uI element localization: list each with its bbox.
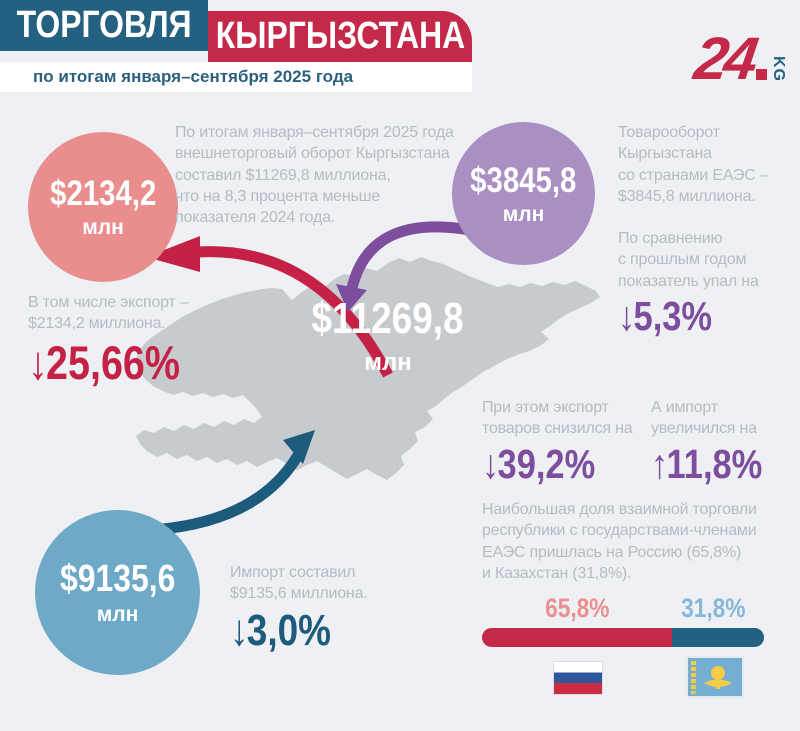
header-subtitle: по итогам января–сентября 2025 года [0,62,472,92]
down-arrow-icon: ↓ [28,335,48,389]
import-circle-value: $9135,6 [59,558,176,600]
logo-number: 24 [690,25,759,92]
header-block-trade: ТОРГОВЛЯ [0,0,208,51]
import-arrow [151,430,315,536]
kazakhstan-share-label: 31,8% [680,593,746,623]
header-block-kyrgyzstan: КЫРГЫЗСТАНА [208,11,472,62]
eaeu-arrow [336,221,471,312]
export-circle-value: $2134,2 [49,174,157,213]
kazakhstan-flag-art [688,658,742,696]
down-arrow-icon: ↓ [230,605,248,655]
export-note: В том числе экспорт – $2134,2 миллиона. [28,294,189,333]
export-circle: $2134,2 млн [28,132,178,282]
eaeu-export-block: При этом экспорт товаров снизился на ↓39… [482,397,667,485]
eaeu-export-percent: ↓39,2% [482,440,596,487]
eaeu-import-note: А импорт увеличился на [651,399,757,438]
total-turnover-label: $11269,8 млн [283,297,493,377]
share-bar-kazakhstan [672,628,764,647]
down-arrow-icon: ↓ [618,292,635,339]
eaeu-circle: $3845,8 млн [452,122,595,265]
eaeu-circle-value: $3845,8 [470,160,577,200]
logo-dot [755,69,767,80]
logo-24kg: 24 KG [690,10,800,92]
import-circle-unit: млн [96,603,139,626]
import-block: Импорт составил $9135,6 миллиона. ↓3,0% [230,562,368,653]
share-bar-russia [482,628,673,647]
up-arrow-icon: ↑ [651,440,668,487]
share-bar [482,628,764,647]
export-percent: ↓25,66% [28,335,180,389]
eaeu-column: Товарооборот Кыргызстана со странами ЕАЭ… [618,122,800,337]
share-paragraph: Наибольшая доля взаимной торговли респуб… [482,501,757,582]
header-title-part1: ТОРГОВЛЯ [16,4,192,46]
header-subtitle-text: по итогам января–сентября 2025 года [33,67,354,86]
import-percent: ↓3,0% [230,605,332,655]
eaeu-import-block: А импорт увеличился на ↑11,8% [651,397,800,485]
eaeu-note: Товарооборот Кыргызстана со странами ЕАЭ… [618,124,769,205]
kazakhstan-flag [686,656,744,698]
total-turnover-value: $11269,8 [311,294,465,343]
export-circle-unit: млн [82,216,124,239]
eaeu-change-note: По сравнению с прошлым годом показатель … [618,230,759,290]
eaeu-import-percent: ↑11,8% [651,440,763,487]
total-turnover-unit: млн [364,349,412,376]
kyrgyzstan-map-shape [136,257,600,480]
eaeu-circle-unit: млн [502,202,545,226]
russia-flag [553,661,603,695]
header-title-part2: КЫРГЫЗСТАНА [215,15,465,57]
import-circle: $9135,6 млн [35,510,200,675]
export-arrow [146,236,393,378]
down-arrow-icon: ↓ [482,440,499,487]
import-note: Импорт составил $9135,6 миллиона. [230,564,368,603]
intro-paragraph: По итогам января–сентября 2025 года внеш… [175,124,454,227]
eaeu-percent: ↓5,3% [618,292,713,339]
eaeu-export-note: При этом экспорт товаров снизился на [482,399,633,438]
russia-share-label: 65,8% [544,593,610,623]
logo-kg-label: KG [769,56,787,82]
export-block: В том числе экспорт – $2134,2 миллиона. … [28,292,209,386]
